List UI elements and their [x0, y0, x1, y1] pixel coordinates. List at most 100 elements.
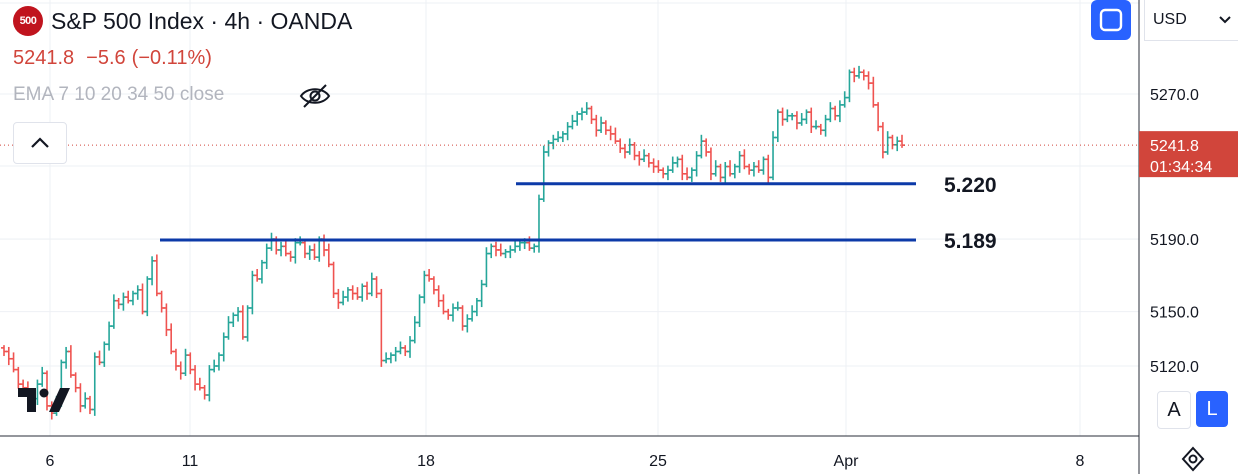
ohlc-bar [531, 243, 538, 253]
ohlc-bar [569, 114, 576, 130]
ohlc-bar [707, 147, 714, 181]
ohlc-bar [435, 285, 442, 308]
ohlc-bar [268, 232, 275, 251]
ohlc-bar [722, 162, 729, 184]
ohlc-bar [387, 352, 394, 364]
ohlc-bar [335, 288, 342, 309]
ohlc-bar [330, 261, 337, 298]
ohlc-bar [865, 71, 872, 90]
ohlc-bar [258, 259, 265, 284]
quote-line: 5241.8 −5.6 (−0.11%) [13, 47, 212, 70]
ohlc-bar [163, 303, 170, 337]
ohlc-bar [82, 392, 89, 409]
ohlc-bar [77, 383, 84, 413]
price-change-percent: (−0.11%) [131, 47, 212, 69]
ohlc-bar [598, 116, 605, 133]
ohlc-bar [712, 160, 719, 177]
current-price-box [1139, 131, 1238, 178]
ohlc-bar [679, 154, 686, 181]
ohlc-bar [535, 194, 542, 253]
log-scale-button[interactable]: L [1196, 391, 1228, 427]
ohlc-bar [703, 138, 710, 157]
price-tick-label: 5270.0 [1150, 87, 1199, 104]
ohlc-bar [177, 361, 184, 380]
ohlc-bar [559, 131, 566, 143]
eye-off-icon[interactable] [298, 82, 332, 110]
time-tick-label: 11 [182, 453, 199, 470]
ohlc-bar [602, 120, 609, 135]
ohlc-bar [120, 292, 127, 311]
ohlc-bar [817, 123, 824, 135]
ohlc-bar [497, 243, 504, 257]
ohlc-bar [383, 352, 390, 364]
ohlc-bar [392, 346, 399, 362]
ohlc-bar [588, 105, 595, 124]
ohlc-bar [67, 345, 74, 378]
ohlc-bar [655, 160, 662, 173]
ohlc-bar [91, 352, 98, 416]
ohlc-bar [645, 152, 652, 168]
ohlc-bar [244, 305, 251, 342]
price-tick-label: 5190.0 [1150, 232, 1199, 249]
ohlc-bar [889, 134, 896, 150]
ohlc-bar [822, 114, 829, 137]
ohlc-bar [636, 151, 643, 166]
auto-scale-button[interactable]: A [1157, 391, 1191, 429]
indicator-legend[interactable]: EMA 7 10 20 34 50 close [13, 84, 225, 105]
ohlc-bar [430, 276, 437, 295]
ohlc-bar [196, 377, 203, 391]
ohlc-bar [846, 69, 853, 103]
ohlc-bar [827, 102, 834, 123]
ohlc-bar [507, 245, 514, 259]
ohlc-bar [72, 372, 79, 393]
ohlc-bar [225, 316, 232, 340]
ohlc-bar [287, 250, 294, 262]
ohlc-bar [445, 308, 452, 320]
price-tick-label: 5120.0 [1150, 359, 1199, 376]
ohlc-bar [717, 163, 724, 182]
collapse-legend-button[interactable] [13, 122, 67, 164]
ohlc-bar [144, 276, 151, 317]
ohlc-bar [153, 254, 160, 297]
ohlc-bar [301, 239, 308, 259]
price-change: −5.6 [86, 47, 126, 69]
ohlc-bar [884, 131, 891, 155]
ohlc-bar [899, 134, 905, 148]
symbol-title[interactable]: S&P 500 Index · 4h · OANDA [51, 7, 353, 34]
last-price: 5241.8 [13, 47, 75, 69]
ohlc-bar [860, 69, 867, 81]
ohlc-bar [321, 234, 328, 257]
ohlc-bar [564, 122, 571, 141]
ohlc-bar [325, 243, 332, 268]
ohlc-bar [340, 290, 347, 306]
ohlc-bar [660, 167, 667, 179]
ohlc-bar [1, 345, 7, 357]
ohlc-bar [789, 113, 796, 121]
ohlc-bar [192, 365, 199, 391]
ohlc-bar [402, 345, 409, 357]
fullscreen-button[interactable] [1091, 0, 1131, 40]
symbol-logo[interactable]: 500 [13, 6, 43, 36]
chevron-up-icon [31, 137, 49, 148]
time-axis: 6 11 18 25 Apr 8 [46, 453, 1085, 470]
ohlc-bar [139, 283, 146, 315]
ohlc-bar [349, 285, 356, 300]
ohlc-bar [407, 336, 414, 358]
ohlc-bar [368, 272, 375, 297]
ohlc-bar [626, 138, 633, 155]
gear-icon[interactable] [1180, 446, 1206, 472]
ohlc-bar [746, 163, 753, 175]
ohlc-bar [125, 290, 132, 304]
currency-selector[interactable]: USD [1144, 0, 1238, 41]
bar-countdown-label: 01:34:34 [1150, 159, 1212, 176]
ohlc-bar [774, 109, 781, 143]
time-tick-label: 6 [46, 453, 55, 470]
support-levels: 5.220 5.189 [160, 174, 997, 253]
ohlc-bar [617, 138, 624, 153]
ohlc-bar [851, 67, 858, 83]
ohlc-bar [364, 281, 371, 300]
ohlc-bar [836, 100, 843, 123]
ohlc-bar [426, 268, 433, 282]
current-price-label: 5241.8 [1150, 138, 1199, 155]
